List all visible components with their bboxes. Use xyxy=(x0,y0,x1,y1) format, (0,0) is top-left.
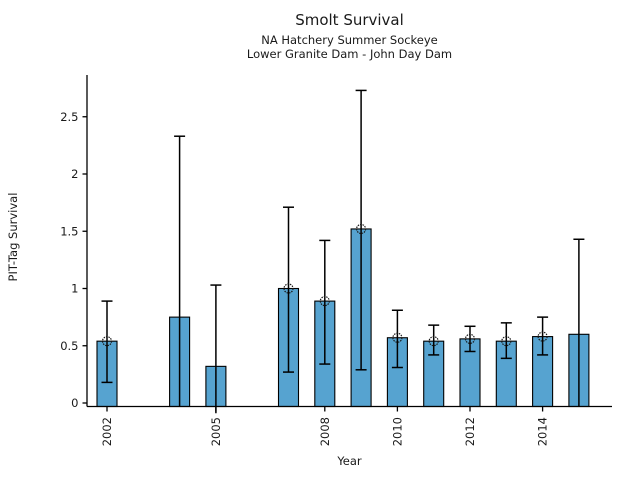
point-marker xyxy=(537,331,548,342)
point-marker xyxy=(392,332,403,343)
y-tick-label: 1 xyxy=(71,282,78,296)
point-marker xyxy=(501,336,512,347)
x-tick-label: 2005 xyxy=(209,417,223,446)
x-tick-label: 2012 xyxy=(463,417,477,446)
chart-subtitle-line2: Lower Granite Dam - John Day Dam xyxy=(246,47,453,61)
point-marker xyxy=(283,283,294,294)
x-tick-label: 2008 xyxy=(318,417,332,446)
x-tick-label: 2010 xyxy=(390,417,404,446)
point-marker xyxy=(428,336,439,347)
y-tick-label: 1.5 xyxy=(60,224,78,238)
x-tick-label: 2014 xyxy=(536,417,550,446)
x-tick-label: 2002 xyxy=(100,417,114,446)
y-tick-label: 2.5 xyxy=(60,110,78,124)
point-marker xyxy=(101,336,113,347)
x-axis-label: Year xyxy=(337,454,362,468)
point-marker xyxy=(356,223,367,235)
y-tick-label: 0 xyxy=(71,396,78,410)
chart-subtitle-line1: NA Hatchery Summer Sockeye xyxy=(261,33,438,47)
y-tick-label: 2 xyxy=(71,167,78,181)
chart-title: Smolt Survival xyxy=(295,11,404,29)
point-marker xyxy=(319,295,330,307)
y-tick-label: 0.5 xyxy=(60,339,78,353)
point-marker xyxy=(464,333,476,344)
